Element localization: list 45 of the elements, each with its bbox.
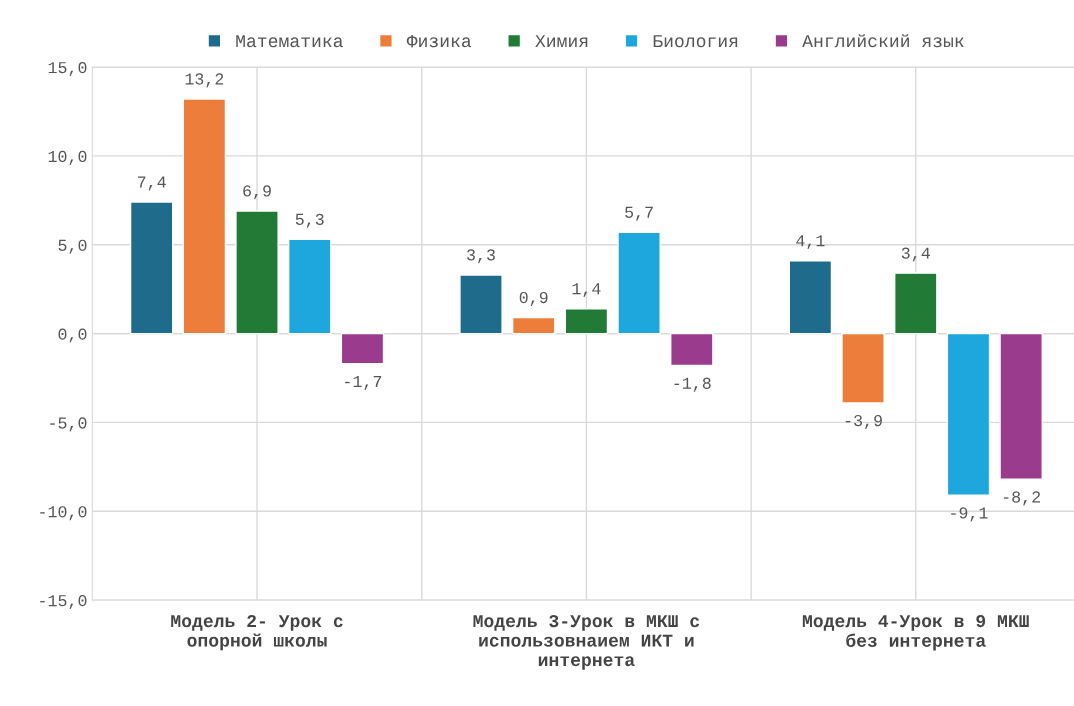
y-tick-label: -10,0 [40, 506, 87, 521]
data-label: 4,1 [796, 235, 825, 250]
data-label: -1,7 [345, 376, 382, 390]
bar [340, 332, 385, 365]
legend-label: Математика [236, 35, 343, 48]
bar [841, 332, 885, 404]
data-label: 0,9 [519, 291, 548, 306]
data-label: -3,9 [845, 414, 882, 430]
x-tick-label: Модель 4-Урок в 9 МКШ без интернета [802, 615, 1029, 651]
x-tick-label: Модель 3-Урок в МКШ с использовнаием ИКТ и интернета [473, 615, 700, 670]
data-label: 1,4 [572, 283, 601, 298]
data-label: -9,1 [951, 507, 988, 522]
bar [235, 210, 279, 335]
bar [893, 272, 938, 335]
bar [459, 274, 503, 335]
bar [999, 332, 1043, 480]
bar [617, 231, 661, 335]
legend-label: Английский язык [802, 34, 964, 48]
data-label: 5,3 [295, 213, 324, 228]
y-tick-label: 15,0 [48, 61, 87, 77]
data-label: -8,2 [1003, 491, 1040, 506]
legend-label: Физика [406, 35, 472, 48]
y-tick-label: 0,0 [58, 328, 87, 343]
x-tick-label: Модель 2- Урок с опорной школы [171, 615, 343, 651]
legend-label: Химия [535, 35, 588, 48]
data-label: 7,4 [137, 176, 166, 191]
y-tick-label: -5,0 [50, 417, 87, 432]
data-label: 6,9 [243, 185, 271, 200]
y-tick-label: 10,0 [48, 150, 87, 165]
data-label: 5,7 [625, 206, 653, 221]
data-label: 3,4 [901, 247, 930, 262]
bar [129, 201, 174, 335]
bar [670, 332, 714, 367]
data-label: -1,8 [674, 377, 711, 392]
bar [946, 332, 991, 496]
data-label: 3,3 [467, 249, 495, 264]
bar [182, 98, 227, 335]
y-tick-label: -15,0 [40, 594, 87, 610]
bar [511, 316, 556, 335]
data-label: 13,2 [185, 73, 224, 88]
legend-label: Биология [653, 35, 738, 48]
bar [564, 308, 609, 335]
bar [788, 260, 833, 335]
bar [287, 238, 332, 335]
y-tick-label: 5,0 [58, 239, 87, 254]
